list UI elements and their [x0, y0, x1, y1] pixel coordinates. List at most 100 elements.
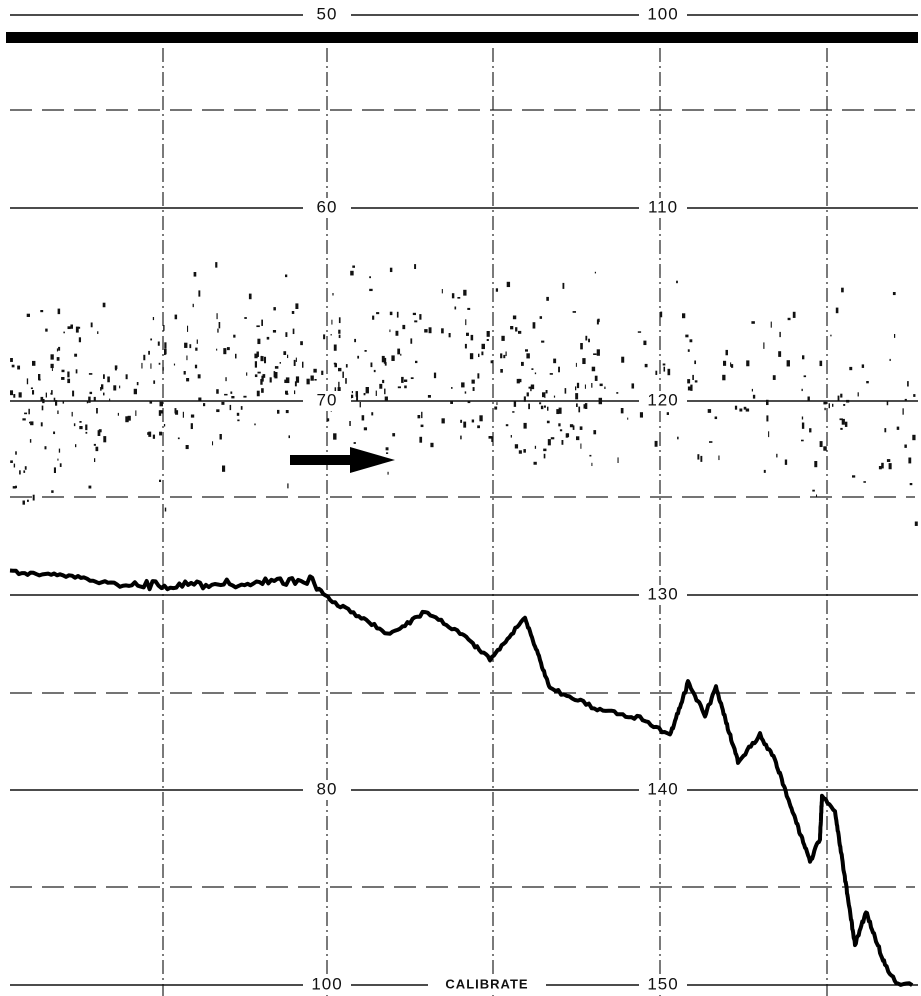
echo-dot	[300, 341, 303, 345]
echo-dot	[219, 322, 221, 328]
echo-dot	[753, 395, 755, 399]
echo-dot	[528, 404, 530, 410]
echo-dot	[645, 364, 648, 367]
echo-dot	[98, 430, 101, 436]
echo-dot	[515, 327, 517, 331]
echo-dot	[203, 403, 205, 406]
echo-dot	[655, 441, 658, 447]
echo-dot	[638, 331, 641, 333]
echo-dot	[79, 337, 81, 342]
echo-dot	[76, 327, 79, 333]
echo-dot	[840, 418, 843, 420]
echo-dot	[576, 403, 578, 407]
echo-dot	[823, 446, 826, 450]
echo-dot	[153, 380, 155, 383]
echo-dot	[580, 343, 583, 349]
echo-dot	[731, 364, 733, 368]
echo-dot	[101, 384, 103, 389]
echo-dot	[162, 367, 163, 370]
echo-dot	[183, 412, 184, 418]
echo-dot	[75, 444, 76, 447]
echo-dot	[379, 384, 382, 389]
echo-dot	[824, 408, 825, 410]
echo-dot	[61, 377, 64, 380]
echo-dot	[70, 325, 73, 329]
echo-dot	[434, 373, 436, 379]
echo-dot	[841, 288, 844, 293]
echo-dot	[397, 312, 399, 318]
echo-dot	[237, 413, 239, 416]
echo-dot	[284, 380, 287, 383]
echo-dot	[766, 415, 768, 421]
echo-dot	[87, 401, 88, 404]
scale-label: 140	[647, 779, 678, 798]
echo-dot	[10, 460, 13, 463]
echo-dot	[580, 444, 581, 449]
echo-dot	[451, 387, 452, 389]
echo-dot	[640, 412, 643, 417]
echo-dot	[580, 426, 583, 430]
echo-dot	[12, 365, 15, 368]
echo-dot	[556, 409, 559, 414]
echo-dot	[331, 320, 332, 325]
echo-dot	[809, 428, 811, 432]
echo-dot	[546, 390, 548, 393]
echo-dot	[143, 355, 145, 360]
echo-dot	[115, 369, 117, 371]
echo-dot	[565, 388, 567, 394]
echo-dot	[54, 467, 56, 473]
echo-dot	[746, 409, 749, 412]
echo-dot	[735, 406, 737, 410]
echo-dot	[57, 357, 60, 361]
echo-dot	[442, 418, 445, 423]
echo-dot	[442, 289, 443, 293]
echo-dot	[15, 451, 17, 454]
echo-dot	[17, 366, 20, 370]
echo-dot	[233, 335, 235, 338]
echo-dot	[14, 464, 15, 468]
echo-dot	[286, 410, 289, 413]
echo-dot	[220, 434, 222, 440]
echo-dot	[141, 363, 142, 369]
echo-dot	[577, 383, 579, 388]
echo-dot	[118, 413, 119, 416]
echo-dot	[507, 282, 510, 287]
echo-dot	[491, 360, 493, 363]
echo-dot	[414, 264, 416, 269]
echo-dot	[582, 358, 585, 364]
echo-dot	[89, 486, 92, 489]
echo-dot	[264, 357, 266, 363]
echo-dot	[513, 316, 516, 320]
echo-dot	[289, 435, 290, 438]
echo-dot	[342, 372, 344, 378]
echo-dot	[10, 358, 13, 362]
echo-dot	[600, 384, 603, 386]
echo-dot	[345, 378, 347, 384]
echo-dot	[558, 423, 560, 426]
echo-dot	[893, 292, 896, 295]
echo-dot	[376, 391, 377, 396]
echo-dot	[231, 396, 234, 398]
echo-dot	[477, 373, 479, 378]
echo-dot	[428, 395, 431, 398]
echo-dot	[862, 364, 864, 368]
echo-dot	[697, 454, 699, 459]
echo-dot	[216, 409, 219, 412]
echo-dot	[660, 312, 662, 318]
echo-dot	[175, 408, 177, 413]
echo-dot	[113, 385, 116, 390]
echo-dot	[547, 407, 548, 411]
calibrate-label: CALIBRATE	[445, 976, 528, 991]
echo-dot	[366, 387, 369, 393]
echo-dot	[103, 303, 106, 308]
echo-dot	[331, 334, 332, 336]
echo-dot	[338, 368, 341, 371]
echo-dot	[94, 397, 96, 402]
echo-dot	[274, 371, 276, 377]
echo-dot	[778, 351, 781, 357]
echo-dot	[802, 355, 804, 359]
echo-dot	[29, 422, 30, 424]
echo-dot	[164, 342, 166, 348]
echo-dot	[107, 377, 110, 383]
echo-dot	[270, 377, 272, 382]
